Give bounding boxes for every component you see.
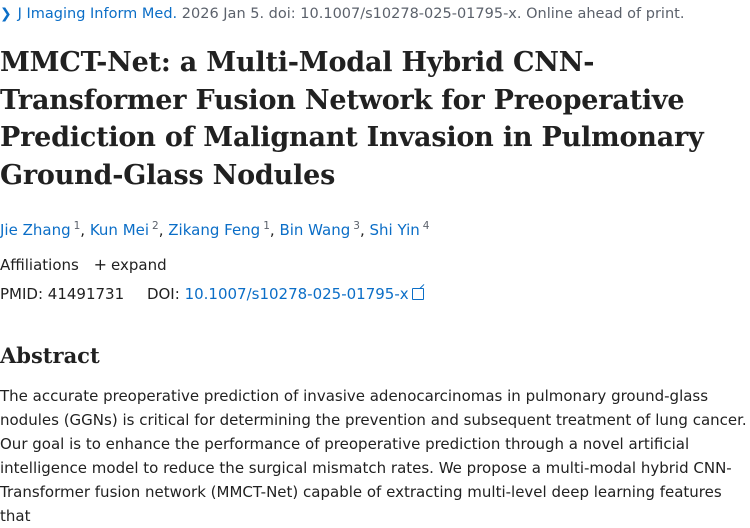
doi-label: DOI:: [146, 285, 180, 303]
affiliation-number[interactable]: 2: [152, 220, 159, 232]
doi-link[interactable]: 10.1007/s10278-025-01795-x: [185, 285, 424, 303]
doi-value: 10.1007/s10278-025-01795-x: [184, 285, 409, 303]
abstract-text: The accurate preoperative prediction of …: [0, 387, 747, 525]
chevron-right-icon[interactable]: ❯: [0, 6, 12, 22]
expand-label: expand: [111, 256, 167, 274]
citation-details: 2026 Jan 5. doi: 10.1007/s10278-025-0179…: [181, 6, 685, 22]
pmid-value: 41491731: [47, 285, 125, 303]
affiliation-number[interactable]: 1: [263, 220, 270, 232]
identifiers-row: PMID: 41491731 DOI: 10.1007/s10278-025-0…: [0, 283, 424, 305]
author-link[interactable]: Shi Yin: [369, 221, 420, 239]
article-page: ❯ J Imaging Inform Med. 2026 Jan 5. doi:…: [0, 0, 750, 500]
citation-line: ❯ J Imaging Inform Med. 2026 Jan 5. doi:…: [0, 4, 750, 24]
pmid-label: PMID:: [0, 285, 44, 303]
abstract-heading: Abstract: [0, 343, 100, 368]
author-link[interactable]: Jie Zhang: [0, 221, 71, 239]
journal-link[interactable]: J Imaging Inform Med.: [17, 6, 178, 22]
expand-affiliations-button[interactable]: + expand: [93, 255, 167, 274]
affiliation-number[interactable]: 3: [353, 220, 360, 232]
affiliation-number[interactable]: 1: [73, 220, 81, 232]
affiliations-row: Affiliations + expand: [0, 254, 167, 276]
author-link[interactable]: Zikang Feng: [168, 221, 261, 239]
author-link[interactable]: Kun Mei: [89, 221, 150, 239]
article-title: MMCT-Net: a Multi-Modal Hybrid CNN-Trans…: [0, 47, 704, 191]
author-link[interactable]: Bin Wang: [279, 221, 351, 239]
author-list: Jie Zhang 1, Kun Mei 2, Zikang Feng 1, Bin …: [0, 220, 430, 239]
plus-icon: +: [93, 255, 108, 274]
affiliations-label: Affiliations: [0, 256, 79, 274]
affiliation-number[interactable]: 4: [422, 220, 430, 232]
external-link-icon: [411, 288, 424, 300]
